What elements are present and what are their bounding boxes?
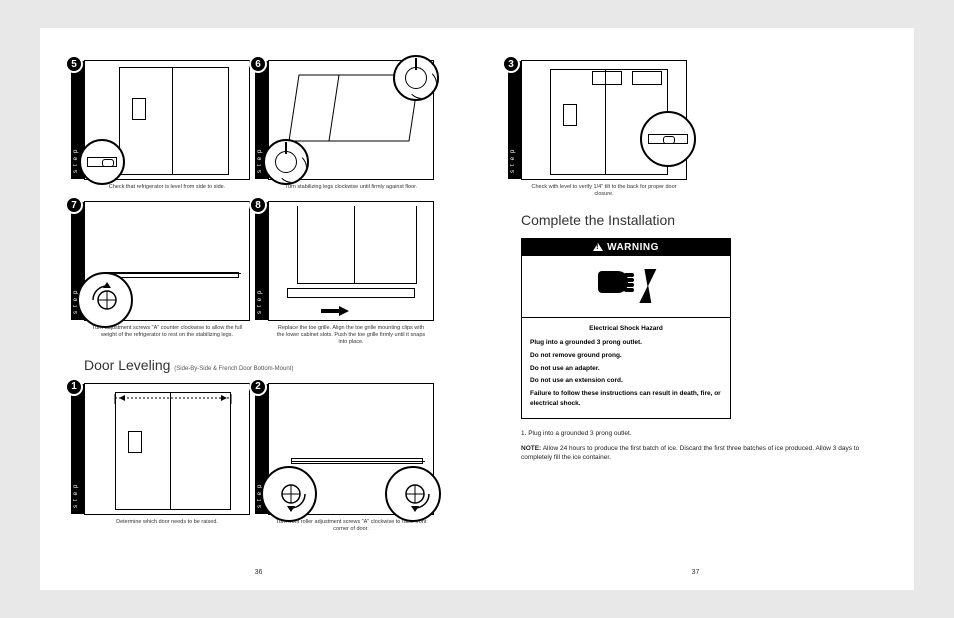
step-5-figure: step 5 — [84, 60, 250, 180]
instruction-1: 1. Plug into a grounded 3 prong outlet. — [521, 429, 870, 438]
instruction-note-text: Allow 24 hours to produce the first batc… — [521, 445, 859, 461]
step-3-caption: Check with level to verify 1/4" tilt to … — [521, 184, 687, 198]
step-badge: 1 — [65, 378, 83, 396]
warning-line-4: Do not use an extension cord. — [530, 376, 722, 386]
step-1: step 1 Determine which door needs to b — [84, 383, 250, 533]
instruction-note: NOTE: Allow 24 hours to produce the firs… — [521, 444, 870, 463]
step-badge: 5 — [65, 55, 83, 73]
step-row-2: step 7 Turn adjustment screws "A" counte… — [84, 201, 433, 346]
step-3: step 3 Check with level to verify 1/4" t… — [521, 60, 687, 198]
step-8: step 8 Replace the toe grille. Align the… — [268, 201, 434, 346]
step-8-caption: Replace the toe grille. Align the toe gr… — [268, 325, 434, 346]
warning-graphic — [522, 256, 730, 318]
door-leveling-title: Door Leveling (Side-By-Side & French Doo… — [84, 357, 433, 373]
step-2: step 2 Turn front roller adjustment scre… — [268, 383, 434, 533]
step-label: step — [257, 220, 267, 314]
step-3-figure: step 3 — [521, 60, 687, 180]
step-badge: 6 — [249, 55, 267, 73]
step-6-caption: Turn stabilizing legs clockwise until fi… — [268, 184, 434, 191]
step-row-3: step 1 Determine which door needs to b — [84, 383, 433, 533]
door-leveling-label: Door Leveling — [84, 357, 170, 373]
warning-line-1: Plug into a grounded 3 prong outlet. — [530, 338, 722, 348]
warning-line-3: Do not use an adapter. — [530, 364, 722, 374]
shock-hand-icon — [598, 265, 654, 309]
step-5-caption: Check that refrigerator is level from si… — [84, 184, 250, 191]
page-right: step 3 Check with level to verify 1/4" t… — [477, 28, 914, 590]
step-8-figure: step 8 — [268, 201, 434, 321]
step-6: step 6 Turn stabilizing legs clockwise u… — [268, 60, 434, 191]
step-2-figure: step 2 — [268, 383, 434, 515]
page-spread: step 5 Check that refrigerator is level … — [40, 28, 914, 590]
warning-box: WARNING Electrical Shock Hazard Plug int… — [521, 238, 731, 418]
warning-label: WARNING — [607, 242, 659, 253]
warning-header: WARNING — [522, 239, 730, 256]
page-left: step 5 Check that refrigerator is level … — [40, 28, 477, 590]
warning-triangle-icon — [593, 243, 603, 251]
complete-install-title: Complete the Installation — [521, 212, 870, 228]
page-number-right: 37 — [477, 569, 914, 576]
step-row-1: step 5 Check that refrigerator is level … — [84, 60, 433, 191]
hazard-title: Electrical Shock Hazard — [530, 324, 722, 334]
step-1-figure: step 1 — [84, 383, 250, 515]
step-label: step — [73, 402, 83, 508]
step-6-figure: step 6 — [268, 60, 434, 180]
step-badge: 2 — [249, 378, 267, 396]
step-7-figure: step 7 — [84, 201, 250, 321]
warning-line-2: Do not remove ground prong. — [530, 351, 722, 361]
door-leveling-sub: (Side-By-Side & French Door Bottom-Mount… — [174, 366, 293, 372]
step-badge: 3 — [502, 55, 520, 73]
step-1-caption: Determine which door needs to be raised. — [84, 519, 250, 526]
page-number-left: 36 — [40, 569, 477, 576]
step-label: step — [510, 79, 520, 173]
warning-body: Electrical Shock Hazard Plug into a grou… — [522, 318, 730, 417]
step-7: step 7 Turn adjustment screws "A" counte… — [84, 201, 250, 346]
step-5: step 5 Check that refrigerator is level … — [84, 60, 250, 191]
warning-line-5: Failure to follow these instructions can… — [530, 389, 722, 409]
